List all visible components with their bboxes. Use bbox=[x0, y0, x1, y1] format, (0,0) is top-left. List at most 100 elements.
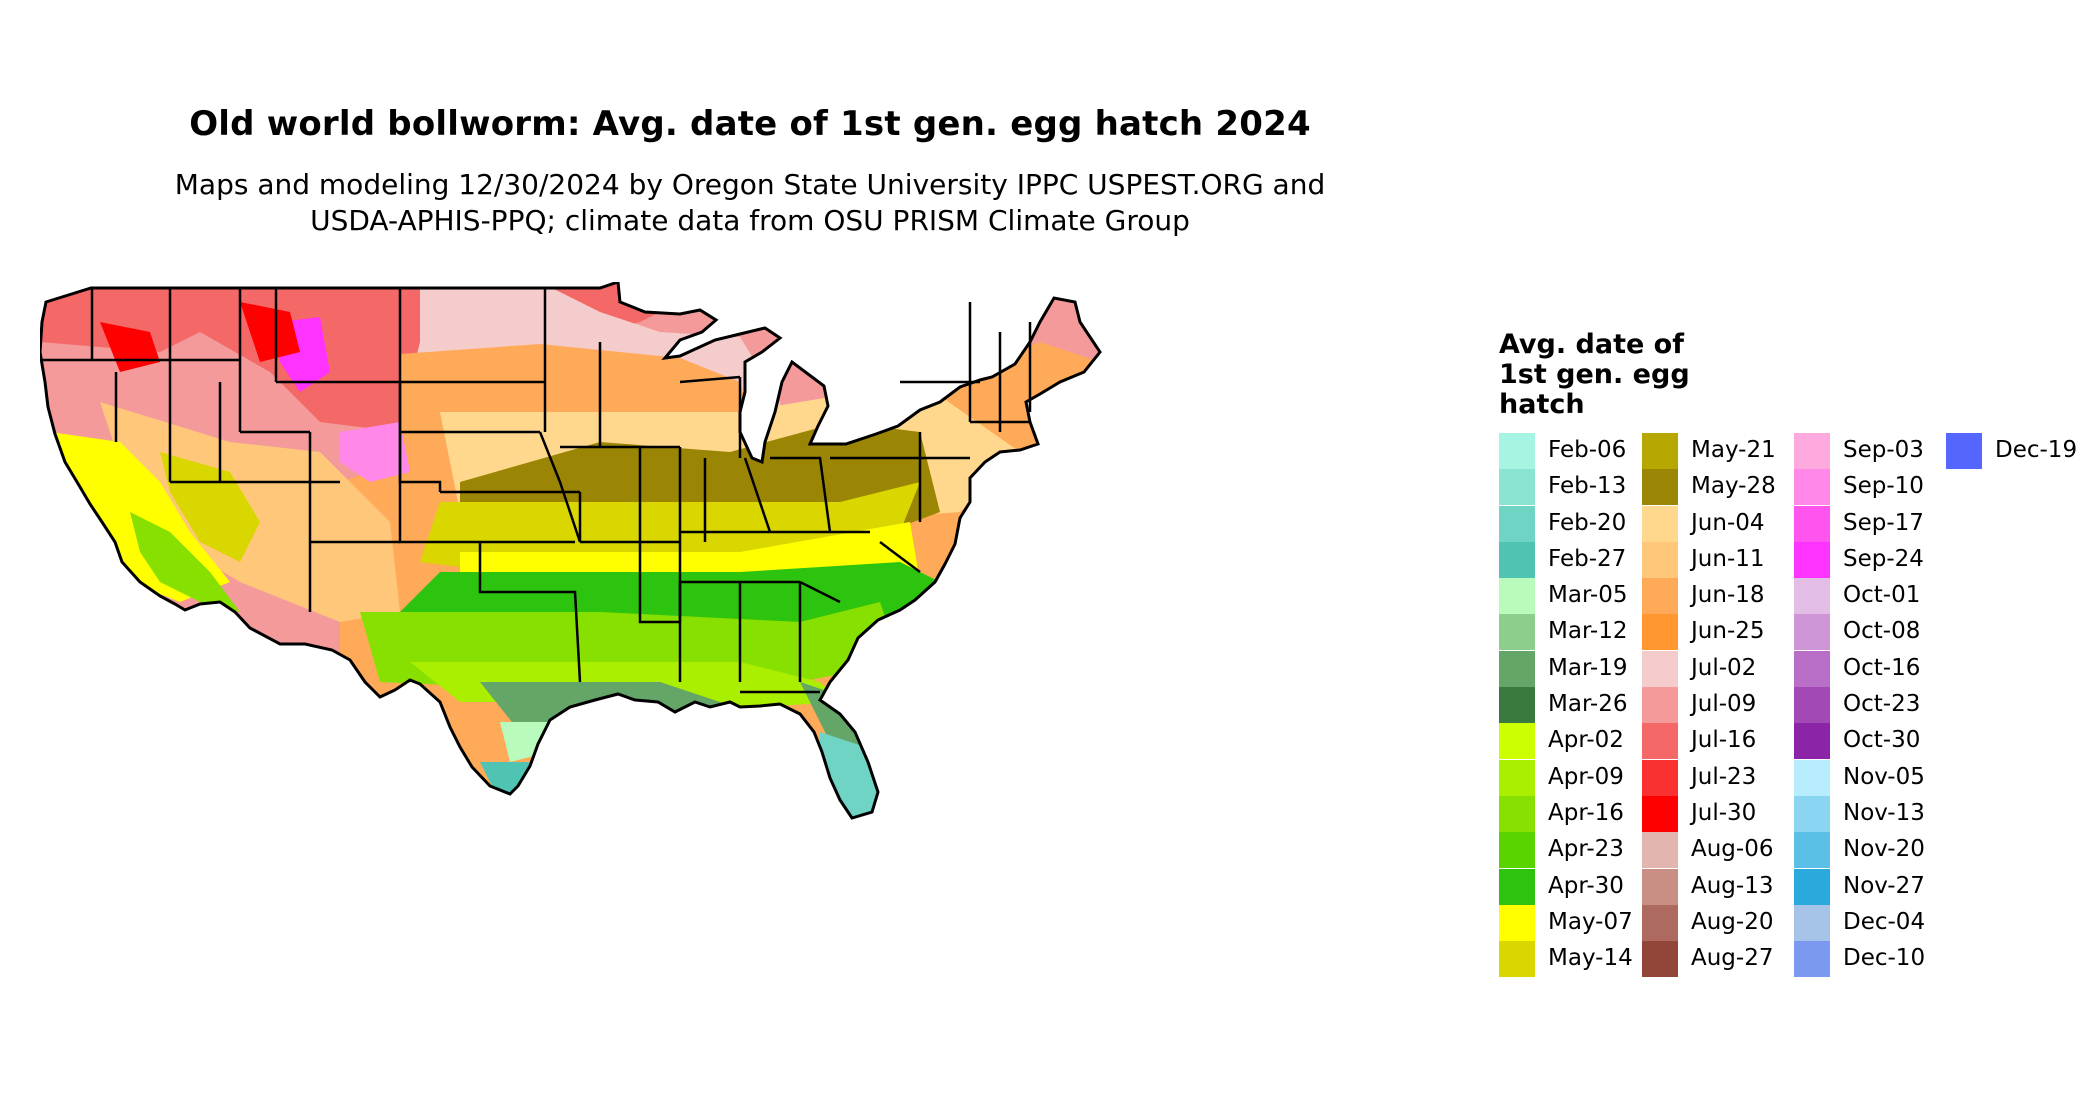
legend-label: Sep-03 bbox=[1843, 437, 1924, 463]
legend-swatch bbox=[1794, 578, 1830, 615]
legend-title: Avg. date of 1st gen. egg hatch bbox=[1499, 330, 1779, 420]
legend-label: Oct-16 bbox=[1843, 654, 1921, 681]
zone-sep-10-mountains bbox=[340, 422, 410, 482]
legend-swatch bbox=[1794, 687, 1830, 724]
map-title: Old world bollworm: Avg. date of 1st gen… bbox=[189, 104, 1311, 144]
legend-swatch bbox=[1642, 650, 1678, 687]
state-boundaries bbox=[42, 288, 1032, 694]
legend-swatch bbox=[1794, 832, 1830, 869]
legend-label: Nov-27 bbox=[1843, 872, 1925, 899]
legend-swatch bbox=[1642, 614, 1678, 651]
legend-label: Nov-05 bbox=[1843, 763, 1925, 790]
legend-swatch bbox=[1499, 687, 1535, 724]
legend-title-line1: Avg. date of bbox=[1499, 329, 1684, 360]
legend-label: Oct-08 bbox=[1843, 618, 1921, 645]
legend-swatch bbox=[1642, 687, 1678, 724]
legend-swatch bbox=[1642, 868, 1678, 905]
legend-swatch bbox=[1499, 941, 1535, 978]
legend-swatch bbox=[1642, 904, 1678, 941]
legend-swatch bbox=[1794, 541, 1830, 578]
legend-swatch bbox=[1794, 795, 1830, 832]
legend-swatch bbox=[1499, 868, 1535, 905]
legend-swatch bbox=[1794, 868, 1830, 905]
legend-swatch bbox=[1499, 759, 1535, 796]
legend-swatch bbox=[1642, 578, 1678, 615]
legend-swatch bbox=[1642, 941, 1678, 978]
zone-apr-16-california bbox=[130, 512, 240, 612]
legend-label: May-14 bbox=[1548, 945, 1633, 972]
legend-label: Dec-19 bbox=[1995, 437, 2078, 463]
legend-label: Nov-13 bbox=[1843, 799, 1925, 826]
legend-label: Jul-02 bbox=[1691, 654, 1757, 681]
legend-label: Aug-06 bbox=[1691, 836, 1774, 863]
legend-swatch bbox=[1642, 541, 1678, 578]
legend-swatch bbox=[1642, 433, 1678, 469]
legend-label: Jun-11 bbox=[1691, 545, 1765, 572]
legend-swatch bbox=[1499, 541, 1535, 578]
legend-swatch bbox=[1642, 795, 1678, 832]
legend-swatch bbox=[1946, 433, 1982, 469]
legend-label: Mar-05 bbox=[1548, 582, 1628, 609]
map-subtitle-line1: Maps and modeling 12/30/2024 by Oregon S… bbox=[174, 168, 1326, 201]
legend-swatch bbox=[1794, 941, 1830, 978]
legend-label: Aug-20 bbox=[1691, 908, 1774, 935]
legend-swatch bbox=[1794, 614, 1830, 651]
legend-title-line2: 1st gen. egg bbox=[1499, 359, 1690, 390]
map-subtitle-line2: USDA-APHIS-PPQ; climate data from OSU PR… bbox=[310, 204, 1190, 237]
legend-label: Apr-16 bbox=[1548, 799, 1624, 826]
legend-label: Apr-09 bbox=[1548, 763, 1624, 790]
legend-swatch bbox=[1794, 505, 1830, 542]
legend-title-line3: hatch bbox=[1499, 389, 1585, 420]
legend-label: Apr-02 bbox=[1548, 727, 1624, 754]
legend-swatch bbox=[1794, 650, 1830, 687]
legend-label: Oct-01 bbox=[1843, 582, 1921, 609]
legend-label: Apr-23 bbox=[1548, 836, 1624, 863]
legend-swatch bbox=[1499, 795, 1535, 832]
legend-label: Nov-20 bbox=[1843, 836, 1925, 863]
legend-label: Mar-26 bbox=[1548, 691, 1628, 718]
legend-swatch bbox=[1794, 904, 1830, 941]
legend-label: Sep-24 bbox=[1843, 545, 1924, 572]
legend-label: Aug-13 bbox=[1691, 872, 1774, 899]
zone-jul-30-rockies bbox=[240, 302, 300, 362]
legend-label: Apr-30 bbox=[1548, 872, 1624, 899]
legend-label: Sep-10 bbox=[1843, 473, 1924, 500]
legend-label: Mar-19 bbox=[1548, 654, 1628, 681]
legend-label: Jul-16 bbox=[1691, 727, 1757, 754]
legend-label: Jul-23 bbox=[1691, 763, 1757, 790]
legend-label: Jul-30 bbox=[1691, 799, 1757, 826]
legend-label: May-28 bbox=[1691, 473, 1776, 500]
legend-label: Dec-10 bbox=[1843, 945, 1926, 972]
legend-swatch bbox=[1499, 505, 1535, 542]
legend-swatch bbox=[1499, 650, 1535, 687]
legend-swatch bbox=[1794, 433, 1830, 469]
legend-swatch bbox=[1499, 433, 1535, 469]
legend-label: Jun-04 bbox=[1691, 509, 1765, 536]
legend-label: May-07 bbox=[1548, 908, 1633, 935]
legend-swatch bbox=[1794, 469, 1830, 506]
legend-swatch bbox=[1499, 578, 1535, 615]
legend-swatch bbox=[1499, 904, 1535, 941]
legend-swatch bbox=[1642, 832, 1678, 869]
legend-label: Feb-13 bbox=[1548, 473, 1627, 500]
legend-label: Jul-09 bbox=[1691, 691, 1757, 718]
legend-swatch bbox=[1499, 723, 1535, 760]
us-map bbox=[40, 282, 1102, 820]
zone-may-14-desert bbox=[160, 452, 260, 562]
legend-label: Aug-27 bbox=[1691, 945, 1774, 972]
legend-swatch bbox=[1499, 832, 1535, 869]
legend-label: Feb-20 bbox=[1548, 509, 1627, 536]
legend-swatch bbox=[1794, 759, 1830, 796]
legend-label: Jun-18 bbox=[1691, 582, 1765, 609]
legend-label: Jun-25 bbox=[1691, 618, 1765, 645]
legend-swatch bbox=[1642, 723, 1678, 760]
legend-swatch bbox=[1794, 723, 1830, 760]
zone-may-14 bbox=[420, 482, 920, 572]
legend-label: Feb-06 bbox=[1548, 437, 1627, 463]
legend-label: Oct-23 bbox=[1843, 691, 1921, 718]
legend-label: Sep-17 bbox=[1843, 509, 1924, 536]
legend-label: Mar-12 bbox=[1548, 618, 1628, 645]
legend-label: Feb-27 bbox=[1548, 545, 1627, 572]
zone-feb-27 bbox=[480, 762, 550, 802]
legend-swatch bbox=[1642, 759, 1678, 796]
